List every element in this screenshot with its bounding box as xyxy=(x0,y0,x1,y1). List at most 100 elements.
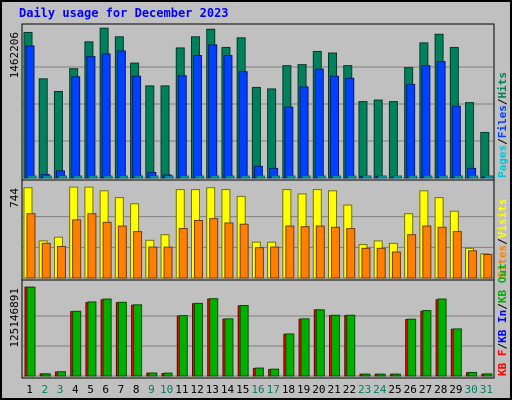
sites-bar xyxy=(163,246,173,279)
sites-bar xyxy=(117,225,127,279)
kbout-bar xyxy=(376,373,386,377)
hits-bar xyxy=(145,85,155,179)
day-label: 14 xyxy=(221,383,235,396)
sites-bar xyxy=(178,228,188,279)
sites-bar xyxy=(422,225,432,279)
legend-sites: Sites xyxy=(496,245,509,278)
pages-bar xyxy=(255,175,265,179)
kbout-bar xyxy=(391,373,401,377)
day-label: 31 xyxy=(480,383,493,396)
files-bar xyxy=(177,75,187,179)
day-label: 27 xyxy=(419,383,432,396)
pages-bar xyxy=(194,175,204,179)
pages-bar xyxy=(210,175,220,179)
pages-bar xyxy=(362,175,372,179)
sites-bar xyxy=(361,247,371,279)
kbout-bar xyxy=(102,298,112,377)
files-bar xyxy=(116,50,126,179)
sites-bar xyxy=(133,231,143,279)
day-label: 5 xyxy=(87,383,94,396)
kbout-bar xyxy=(72,310,82,377)
sites-bar xyxy=(346,228,356,279)
day-label: 19 xyxy=(297,383,310,396)
files-bar xyxy=(25,45,35,179)
legend-separator: / xyxy=(496,138,509,145)
files-bar xyxy=(71,76,81,179)
kbout-bar xyxy=(452,328,462,377)
day-label: 15 xyxy=(236,383,249,396)
hits-bar xyxy=(358,101,368,179)
files-bar xyxy=(436,61,446,179)
legend-kb-in: KB In xyxy=(496,310,509,343)
kbout-bar xyxy=(346,314,356,377)
pages-bar xyxy=(438,175,448,179)
hits-files-pages-max-label: 1462206 xyxy=(8,32,21,78)
sites-bar xyxy=(26,213,36,279)
kbout-bar xyxy=(87,301,97,377)
sites-bar xyxy=(391,251,401,279)
kbout-bar xyxy=(239,305,249,377)
day-label: 18 xyxy=(282,383,295,396)
sites-bar xyxy=(193,220,203,279)
kbout-bar xyxy=(193,302,203,377)
sites-bar xyxy=(72,219,82,279)
sites-bar xyxy=(239,223,249,279)
files-bar xyxy=(101,53,111,179)
kbout-bar xyxy=(133,304,143,377)
sites-bar xyxy=(468,250,478,279)
kbytes-panel xyxy=(21,279,495,379)
sites-bar xyxy=(483,254,493,279)
pages-bar xyxy=(286,175,296,179)
hits-bar xyxy=(373,99,383,179)
pages-bar xyxy=(149,175,159,179)
pages-bar xyxy=(316,175,326,179)
day-label: 2 xyxy=(42,383,49,396)
chart-title: Daily usage for December 2023 xyxy=(19,6,229,20)
files-bar xyxy=(238,71,248,179)
files-bar xyxy=(208,44,218,179)
kbout-bar xyxy=(209,298,219,377)
sites-bar xyxy=(376,247,386,279)
day-label: 3 xyxy=(57,383,64,396)
kbout-bar xyxy=(407,318,417,377)
day-label: 29 xyxy=(449,383,462,396)
kbytes-max-label: 125146891 xyxy=(8,288,21,348)
day-label: 10 xyxy=(160,383,173,396)
pages-bar xyxy=(271,175,281,179)
visits-sites-max-label: 744 xyxy=(8,188,21,208)
sites-bar xyxy=(407,234,417,279)
files-bar xyxy=(421,65,431,179)
kbout-bar xyxy=(361,373,371,377)
sites-bar xyxy=(87,213,97,279)
hits-bar xyxy=(465,102,475,179)
kbout-bar xyxy=(483,373,493,377)
files-bar xyxy=(451,105,461,179)
sites-bar xyxy=(148,246,158,279)
kbout-bar xyxy=(300,318,310,377)
day-label: 12 xyxy=(190,383,203,396)
hits-bar xyxy=(53,90,63,179)
day-label: 11 xyxy=(175,383,188,396)
kbytes-side-legend: KB F/KB In/KB Out xyxy=(496,263,509,376)
files-bar xyxy=(299,86,309,179)
sites-bar xyxy=(209,218,219,279)
legend-hits: Hits xyxy=(496,72,509,99)
hits-bar xyxy=(388,101,398,179)
kbout-bar xyxy=(254,367,264,377)
pages-bar xyxy=(240,175,250,179)
pages-bar xyxy=(301,175,311,179)
pages-bar xyxy=(225,175,235,179)
pages-bar xyxy=(134,175,144,179)
kbout-bar xyxy=(270,368,280,377)
legend-files: Files xyxy=(496,105,509,138)
hits-bar xyxy=(480,131,490,179)
day-label: 22 xyxy=(343,383,356,396)
day-label: 23 xyxy=(358,383,371,396)
pages-bar xyxy=(469,175,479,179)
kbout-bar xyxy=(285,333,295,377)
kbout-bar xyxy=(148,372,158,377)
pages-bar xyxy=(118,175,128,179)
kbout-bar xyxy=(117,301,127,377)
sites-bar xyxy=(254,247,264,279)
legend-separator: / xyxy=(496,343,509,350)
